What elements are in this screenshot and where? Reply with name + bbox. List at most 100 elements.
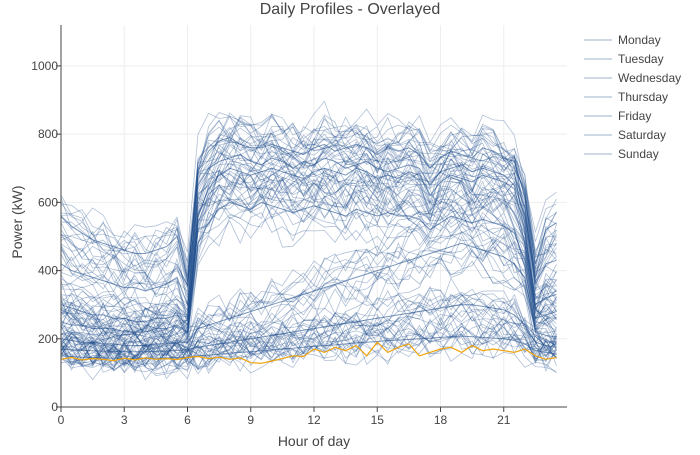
legend-label-tuesday[interactable]: Tuesday — [618, 52, 664, 66]
profile-line-monday — [60, 112, 557, 283]
profile-line-tuesday — [60, 139, 557, 299]
profile-line-saturday — [60, 277, 557, 357]
profile-line-thursday — [60, 169, 557, 333]
profile-line-thursday — [60, 215, 557, 355]
profile-line-monday — [60, 149, 557, 282]
profile-line-saturday — [60, 292, 557, 366]
y-tick-label: 800 — [38, 127, 58, 141]
profile-line-tuesday — [60, 116, 557, 288]
profile-line-thursday — [60, 212, 557, 348]
profile-line-friday — [60, 236, 557, 360]
profile-line-saturday — [60, 302, 557, 373]
profile-line-monday — [60, 112, 557, 264]
profile-line-sunday — [60, 322, 557, 374]
profile-line-friday — [60, 255, 557, 369]
profile-line-sunday — [60, 321, 557, 367]
profile-line-saturday — [60, 293, 557, 366]
profile-line-wednesday — [60, 125, 557, 315]
profile-line-friday — [60, 214, 557, 354]
profile-line-wednesday — [60, 132, 557, 319]
profile-line-wednesday — [60, 138, 557, 320]
profile-line-wednesday — [60, 151, 557, 333]
profile-line-monday — [60, 139, 557, 276]
legend-label-saturday[interactable]: Saturday — [618, 128, 666, 142]
legend-label-sunday[interactable]: Sunday — [618, 147, 659, 161]
profile-line-tuesday — [60, 172, 557, 320]
profile-line-friday — [60, 248, 557, 360]
y-tick-label: 1000 — [31, 59, 58, 73]
profile-line-tuesday — [60, 165, 557, 321]
y-axis-label: Power (kW) — [9, 185, 25, 258]
x-tick-label: 3 — [121, 413, 128, 427]
profile-line-thursday — [60, 193, 557, 342]
x-tick-label: 18 — [434, 413, 448, 427]
profile-line-wednesday — [60, 190, 557, 344]
y-tick-label: 0 — [51, 400, 58, 414]
profile-line-saturday — [60, 293, 557, 365]
profile-line-sunday — [61, 329, 557, 375]
profile-line-thursday — [60, 198, 557, 344]
x-axis-label: Hour of day — [278, 433, 350, 449]
profile-line-tuesday — [60, 181, 557, 328]
profile-line-saturday — [60, 289, 557, 363]
profile-line-tuesday — [60, 144, 557, 319]
legend-label-wednesday[interactable]: Wednesday — [618, 71, 681, 85]
x-tick-label: 6 — [184, 413, 191, 427]
profile-line-wednesday — [60, 162, 557, 335]
profile-line-monday — [60, 128, 557, 268]
series-line-saturday — [60, 304, 557, 353]
profile-line-saturday — [60, 293, 557, 367]
profile-line-sunday — [60, 314, 557, 367]
profile-line-thursday — [60, 166, 557, 337]
profile-line-monday — [60, 152, 557, 286]
profile-line-saturday — [60, 287, 557, 362]
profile-line-monday — [60, 131, 557, 287]
profile-line-saturday — [60, 308, 557, 372]
profile-line-saturday — [60, 302, 557, 371]
profile-line-friday — [60, 248, 557, 362]
y-tick-label: 200 — [38, 332, 58, 346]
x-tick-label: 0 — [58, 413, 65, 427]
profile-line-monday — [60, 114, 557, 269]
profile-line-friday — [60, 249, 557, 364]
profile-line-thursday — [60, 206, 557, 348]
profile-line-sunday — [60, 322, 557, 371]
series-line-tuesday — [60, 154, 557, 305]
profile-line-tuesday — [60, 174, 557, 315]
profile-line-monday — [60, 100, 557, 253]
x-tick-label: 15 — [371, 413, 385, 427]
chart-title: Daily Profiles - Overlayed — [260, 1, 441, 18]
profile-line-thursday — [60, 187, 557, 345]
profile-line-sunday — [60, 325, 557, 377]
profile-line-friday — [60, 222, 557, 349]
profile-line-wednesday — [60, 175, 557, 343]
profile-line-monday — [60, 152, 557, 292]
profile-line-wednesday — [60, 186, 557, 349]
x-tick-label: 9 — [247, 413, 254, 427]
x-tick-label: 12 — [307, 413, 321, 427]
profile-line-wednesday — [60, 172, 557, 338]
profile-line-wednesday — [60, 171, 557, 341]
profile-line-monday — [60, 131, 557, 282]
profile-line-tuesday — [60, 137, 557, 312]
y-tick-label: 600 — [38, 195, 58, 209]
profile-line-friday — [60, 208, 557, 347]
profile-line-saturday — [60, 310, 557, 373]
profile-line-tuesday — [60, 112, 557, 306]
profile-line-sunday — [60, 320, 557, 374]
legend-label-thursday[interactable]: Thursday — [618, 90, 668, 104]
profile-line-thursday — [60, 178, 557, 337]
profile-line-monday — [60, 138, 557, 272]
profile-line-monday — [60, 164, 557, 290]
profile-line-tuesday — [60, 170, 557, 326]
profile-line-friday — [60, 234, 557, 354]
profile-line-sunday — [60, 314, 557, 368]
legend-label-friday[interactable]: Friday — [618, 109, 651, 123]
profile-line-sunday — [60, 332, 557, 381]
legend: Monday Tuesday Wednesday Thursday Friday Satu… — [584, 33, 681, 161]
legend-label-monday[interactable]: Monday — [618, 33, 661, 47]
profile-line-thursday — [60, 172, 557, 341]
series-line-wednesday — [60, 167, 557, 327]
profile-line-sunday — [60, 332, 557, 381]
